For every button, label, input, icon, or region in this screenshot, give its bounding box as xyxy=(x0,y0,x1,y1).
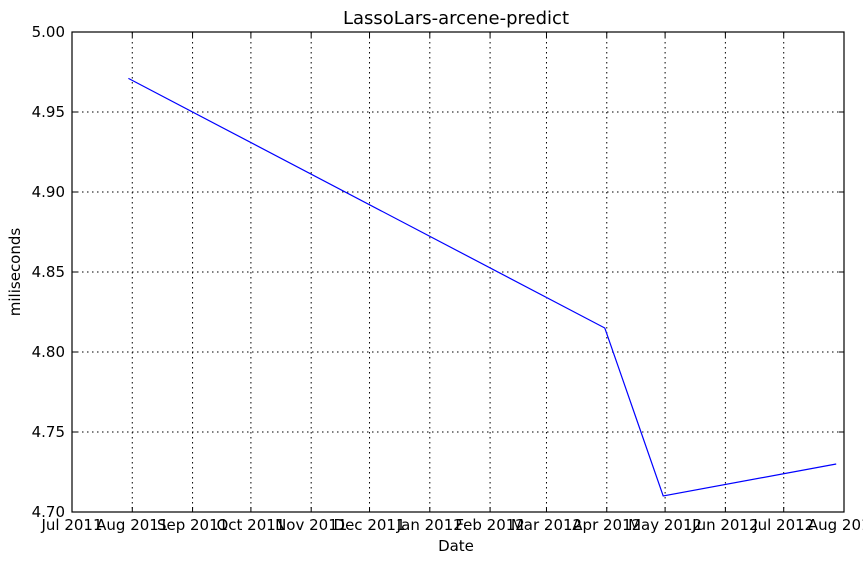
x-tick-label: May 2012 xyxy=(628,516,702,534)
x-tick-label: Aug 2011 xyxy=(96,516,168,534)
x-tick-label: Jul 2011 xyxy=(40,516,102,534)
x-tick-label: Jan 2012 xyxy=(396,516,463,534)
x-tick-label: Feb 2012 xyxy=(455,516,525,534)
x-tick-label: Jul 2012 xyxy=(752,516,814,534)
data-series xyxy=(128,77,837,497)
x-tick-label: Oct 2011 xyxy=(216,516,285,534)
y-axis-label: miliseconds xyxy=(6,228,24,317)
y-tick-label: 4.95 xyxy=(32,103,65,121)
x-tick-label: Jun 2012 xyxy=(691,516,758,534)
y-tick-label: 4.75 xyxy=(32,423,65,441)
x-tick-label: Sep 2011 xyxy=(157,516,228,534)
x-tick-label: Aug 2012 xyxy=(808,516,863,534)
x-tick-label: Mar 2012 xyxy=(511,516,582,534)
x-tick-label: Dec 2011 xyxy=(334,516,406,534)
y-tick-label: 4.85 xyxy=(32,263,65,281)
chart-title: LassoLars-arcene-predict xyxy=(343,8,569,29)
y-tick-label: 4.70 xyxy=(32,503,65,521)
series-line xyxy=(128,77,837,497)
x-tick-label: Apr 2012 xyxy=(572,516,641,534)
x-axis-label: Date xyxy=(438,537,474,555)
y-tick-label: 5.00 xyxy=(32,23,65,41)
x-tick-label: Nov 2011 xyxy=(275,516,347,534)
grid-lines xyxy=(72,32,844,512)
y-tick-label: 4.80 xyxy=(32,343,65,361)
y-tick-label: 4.90 xyxy=(32,183,65,201)
